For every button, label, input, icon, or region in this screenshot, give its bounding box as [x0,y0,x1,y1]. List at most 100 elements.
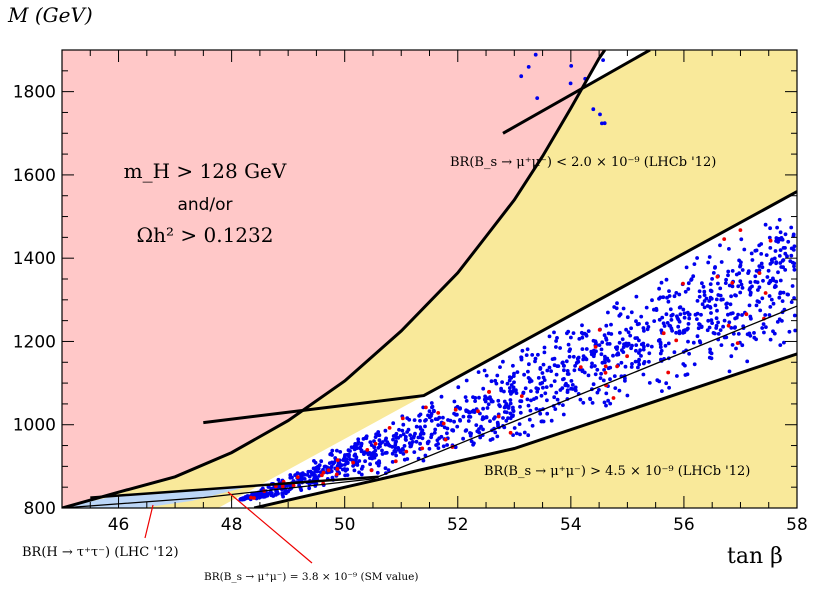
scatter-point-highlighted [722,237,727,242]
scatter-point [727,369,732,374]
scatter-point [377,459,381,464]
scatter-point [552,363,557,368]
scatter-point [478,435,483,440]
scatter-point [677,305,682,310]
scatter-point [461,414,466,419]
scatter-point [535,389,540,394]
scatter-point [584,347,589,351]
scatter-point [302,477,307,481]
scatter-point [405,430,409,434]
scatter-point [384,450,389,455]
scatter-point [253,492,258,497]
scatter-point [427,409,432,414]
scatter-point [604,403,608,408]
scatter-point [722,318,727,323]
scatter-point [566,372,571,376]
scatter-point [464,408,468,413]
scatter-point [456,385,461,390]
scatter-point [394,439,398,444]
scatter-point [577,337,582,341]
scatter-point [538,411,543,416]
scatter-point [664,312,669,317]
scatter-point [542,378,547,382]
scatter-point [739,282,744,287]
scatter-point [705,328,710,333]
scatter-point [352,468,357,473]
scatter-point [747,331,752,336]
scatter-point [441,444,446,449]
scatter-point [621,306,626,311]
scatter-point [792,244,797,249]
scatter-point [753,274,758,279]
scatter-point [593,364,597,368]
scatter-point [591,382,596,387]
scatter-point [504,418,509,423]
scatter-point [682,311,687,316]
scatter-point [702,293,707,297]
scatter-point [667,323,672,328]
scatter-point-highlighted [611,396,616,400]
scatter-point [760,265,765,270]
scatter-point [709,311,713,315]
scatter-point [437,415,442,420]
scatter-point [535,96,540,100]
scatter-point [467,410,472,415]
scatter-point [469,431,473,436]
scatter-point [401,432,406,437]
scatter-point [660,315,665,320]
scatter-point [391,437,395,442]
scatter-point [692,262,697,266]
scatter-point [695,256,699,260]
scatter-point [707,255,712,259]
scatter-point [257,491,262,495]
scatter-point [562,364,566,368]
scatter-point [550,357,555,361]
regions-layer [62,50,797,508]
scatter-point [499,386,503,391]
scatter-point [733,316,737,321]
scatter-point [380,448,384,453]
scatter-point [441,415,445,420]
scatter-point [716,281,720,286]
scatter-point [269,493,274,498]
scatter-point [771,301,776,306]
scatter-point [504,402,509,406]
scatter-point [562,368,566,373]
scatter-point [625,393,630,398]
scatter-point [282,490,287,495]
scatter-point [686,339,690,344]
scatter-point [645,343,650,348]
scatter-point [620,337,625,342]
scatter-point [506,404,511,409]
scatter-point [567,354,572,359]
scatter-point [580,323,584,328]
scatter-point [482,368,487,373]
scatter-point [727,247,731,251]
scatter-point [549,418,554,423]
scatter-point [540,381,545,385]
scatter-point [580,347,585,351]
scatter-point [481,427,485,432]
scatter-point [566,384,570,388]
scatter-point [343,473,347,478]
scatter-point [469,439,474,444]
scatter-point [740,313,744,317]
scatter-point [647,381,652,385]
scatter-point [716,332,721,336]
scatter-point [433,427,438,432]
scatter-point [672,350,677,355]
scatter-point [625,315,630,320]
scatter-point [697,294,702,299]
scatter-point [696,326,701,331]
scatter-point [489,379,494,384]
scatter-point [534,396,539,400]
y-tick-label: 1800 [13,83,56,103]
scatter-point [514,391,519,395]
scatter-point [747,303,752,308]
scatter-point [667,385,671,390]
scatter-point [343,453,347,457]
scatter-point [606,310,610,315]
scatter-point [749,251,754,256]
scatter-point [275,489,279,494]
sm-line-label: BR(B_s → μ⁺μ⁻) = 3.8 × 10⁻⁹ (SM value) [204,571,418,583]
